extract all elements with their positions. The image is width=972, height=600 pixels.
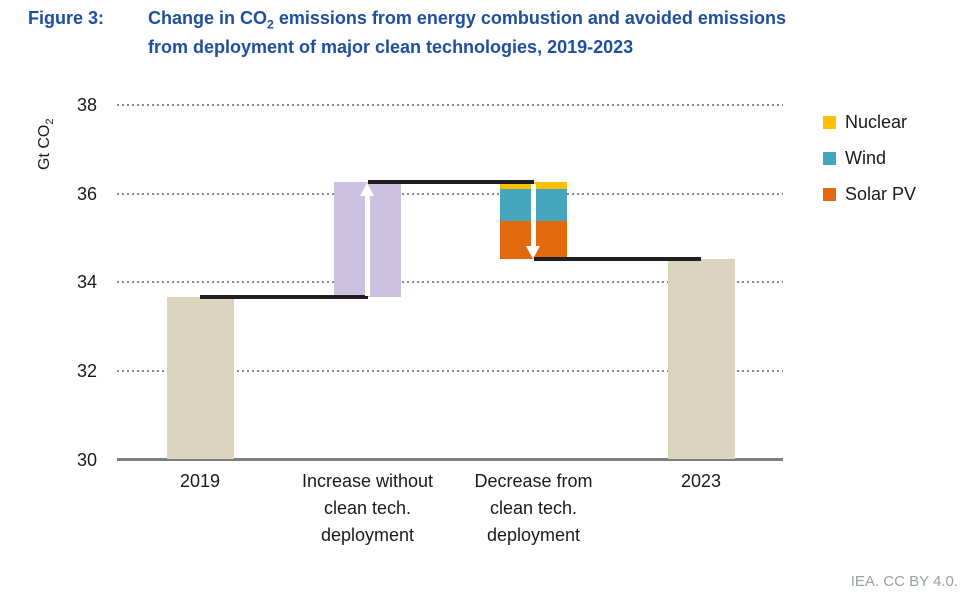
gridline-36: [117, 192, 783, 195]
y-tick-label-30: 30: [76, 449, 97, 470]
title-text: Change in CO: [148, 8, 268, 28]
y-tick-label-38: 38: [76, 95, 97, 115]
gridline-38: [117, 104, 783, 106]
x-axis-line: [117, 458, 783, 461]
legend-label-wind: Wind: [845, 147, 887, 168]
down-arrow-icon: [526, 245, 540, 259]
figure-title-line2: from deployment of major clean technolog…: [148, 36, 634, 57]
legend-swatch-solar-pv: [823, 187, 836, 201]
bar-2023: [667, 259, 735, 460]
down-arrow-shaft: [531, 184, 536, 247]
x-tick-label-line: 2023: [680, 471, 722, 491]
legend-item-wind: Wind: [823, 148, 916, 168]
x-tick-label-decrease-from-clean-tech-deployment: Decrease from clean tech. deployment: [434, 468, 634, 549]
y-axis-title-text: Gt CO: [36, 124, 53, 170]
y-axis-title-subscript: 2: [44, 118, 57, 125]
up-arrow-shaft: [365, 194, 370, 296]
x-tick-label-2019: 2019: [100, 468, 300, 495]
figure-label: Figure 3:: [28, 8, 105, 28]
legend-label-solar-pv: Solar PV: [845, 183, 917, 204]
title-text: emissions from energy combustion and avo…: [273, 8, 786, 28]
connector-line-0: [200, 295, 368, 299]
legend-label-nuclear: Nuclear: [845, 111, 908, 132]
gridline-32: [117, 369, 783, 372]
x-tick-label-increase-without-clean-tech-deployment: Increase without clean tech. deployment: [268, 468, 468, 549]
gridline-34: [117, 281, 783, 284]
legend-item-nuclear: Nuclear: [823, 112, 916, 132]
y-axis-title: Gt CO2: [36, 118, 56, 170]
x-tick-label-line: deployment: [486, 525, 581, 545]
x-tick-label-line: Decrease from: [474, 471, 593, 491]
x-tick-label-line: 2019: [179, 471, 221, 491]
figure-header: Figure 3: Change in CO2 emissions from e…: [28, 7, 958, 58]
x-tick-label-line: clean tech.: [323, 498, 412, 518]
title-subscript: 2: [267, 17, 274, 32]
y-tick-label-34: 34: [76, 272, 97, 293]
legend-item-solar-pv: Solar PV: [823, 184, 916, 204]
up-arrow-icon: [360, 182, 374, 196]
bar-2019: [166, 296, 234, 460]
connector-line-1: [367, 180, 534, 184]
legend-swatch-nuclear: [823, 115, 836, 129]
y-tick-label-36: 36: [76, 183, 97, 204]
legend: Nuclear Wind Solar PV: [823, 112, 916, 220]
figure-title-line1: Change in CO2 emissions from energy comb…: [148, 7, 786, 36]
legend-swatch-wind: [823, 151, 836, 165]
x-tick-label-line: clean tech.: [489, 498, 578, 518]
attribution: IEA. CC BY 4.0.: [850, 573, 958, 590]
x-tick-label-line: Increase without: [301, 471, 434, 491]
y-tick-label-32: 32: [76, 360, 97, 381]
connector-line-2: [533, 257, 701, 261]
x-tick-label-2023: 2023: [601, 468, 801, 495]
x-tick-label-line: deployment: [320, 525, 415, 545]
figure-title: Change in CO2 emissions from energy comb…: [148, 7, 786, 58]
